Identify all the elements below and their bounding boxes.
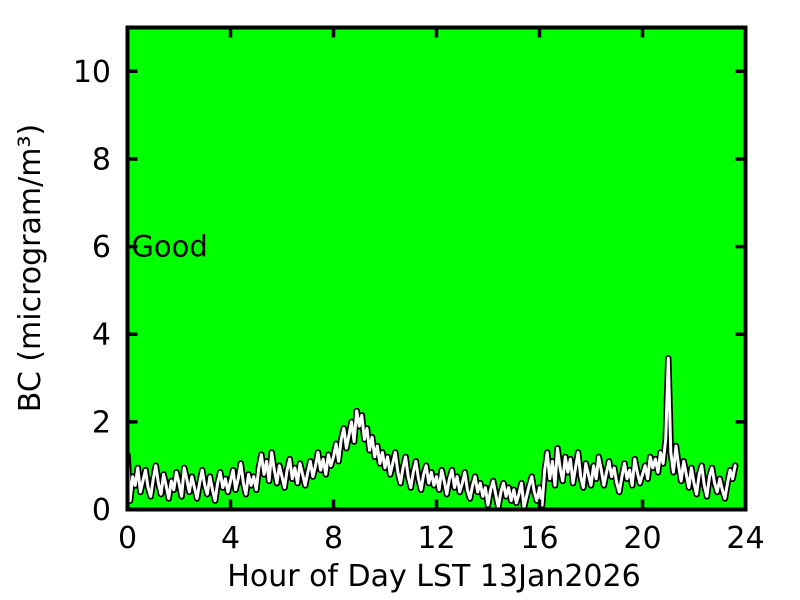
x-tick-labels: 0 4 8 12 16 20 24 <box>118 521 765 556</box>
x-tick-label: 4 <box>221 521 240 556</box>
x-tick-label: 20 <box>623 521 661 556</box>
x-tick-label: 8 <box>324 521 343 556</box>
y-tick-label: 4 <box>92 318 111 353</box>
y-tick-label: 0 <box>92 493 111 528</box>
x-tick-label: 0 <box>118 521 137 556</box>
y-tick-label: 8 <box>92 143 111 178</box>
x-tick-label: 24 <box>726 521 764 556</box>
y-tick-labels: 0 2 4 6 8 10 <box>73 55 111 528</box>
y-tick-label: 10 <box>73 55 111 90</box>
y-axis-label: BC (microgram/m³) <box>13 124 48 412</box>
axis-tick-marks <box>125 27 748 512</box>
aqi-category-label: Good <box>131 230 207 264</box>
x-tick-label: 12 <box>417 521 455 556</box>
x-axis-label: Hour of Day LST 13Jan2026 <box>227 559 640 594</box>
y-tick-label: 6 <box>92 230 111 265</box>
x-tick-label: 16 <box>520 521 558 556</box>
plot-area-background <box>127 27 746 510</box>
y-tick-label: 2 <box>92 405 111 440</box>
bc-series-line <box>127 356 737 509</box>
